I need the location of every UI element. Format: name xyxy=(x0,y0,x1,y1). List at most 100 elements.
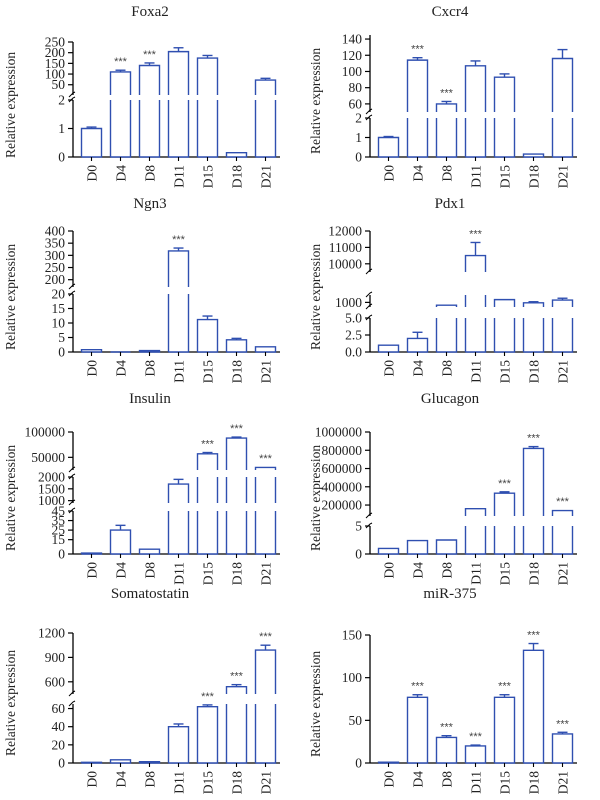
bar xyxy=(80,127,103,158)
axis-break-mark xyxy=(68,473,76,480)
y-tick-label: 50 xyxy=(349,713,363,728)
x-tick-label: D21 xyxy=(259,360,274,383)
y-tick-label: 35 xyxy=(52,513,66,528)
bar xyxy=(167,294,190,353)
significance-label: *** xyxy=(172,234,186,246)
bar xyxy=(254,477,277,503)
significance-label: *** xyxy=(498,478,512,490)
x-tick-label: D8 xyxy=(440,165,455,182)
significance-label: *** xyxy=(527,630,541,642)
y-tick-label: 0 xyxy=(58,345,65,360)
significance-label: *** xyxy=(143,49,157,61)
x-tick-label: D8 xyxy=(143,360,158,377)
bar xyxy=(196,318,219,353)
bar xyxy=(464,745,487,764)
axis-break-mark xyxy=(365,522,373,529)
y-tick-label: 800000 xyxy=(322,443,363,458)
y-tick-label: 5 xyxy=(355,519,362,534)
bar xyxy=(377,547,400,555)
bar xyxy=(138,100,161,158)
bar xyxy=(109,71,132,95)
y-tick-label: 2 xyxy=(58,93,65,108)
y-tick-label: 45 xyxy=(52,504,66,519)
bar xyxy=(464,65,487,112)
y-tick-label: 100 xyxy=(342,670,363,685)
x-tick-label: D0 xyxy=(382,562,397,579)
x-tick-label: D18 xyxy=(527,771,542,794)
bar xyxy=(109,100,132,158)
y-tick-label: 200 xyxy=(45,272,66,287)
bar xyxy=(522,447,545,516)
y-tick-label: 15 xyxy=(52,532,66,547)
x-tick-label: D18 xyxy=(527,165,542,188)
y-tick-label: 150 xyxy=(342,628,363,643)
bar xyxy=(138,760,161,764)
y-tick-label: 60 xyxy=(52,701,66,716)
bar xyxy=(80,348,103,353)
y-tick-label: 80 xyxy=(349,80,363,95)
x-tick-label: D0 xyxy=(382,360,397,377)
x-tick-label: D4 xyxy=(114,562,129,579)
x-tick-label: D4 xyxy=(114,771,129,788)
axis-break-mark xyxy=(68,96,76,103)
axis-break-mark xyxy=(68,290,76,297)
bar xyxy=(138,64,161,95)
x-tick-label: D21 xyxy=(259,562,274,585)
bar xyxy=(522,649,545,764)
y-tick-label: 25 xyxy=(52,523,66,538)
x-tick-label: D15 xyxy=(201,165,216,188)
x-tick-label: D11 xyxy=(172,360,187,383)
y-tick-label: 10 xyxy=(52,316,66,331)
x-tick-label: D18 xyxy=(230,771,245,794)
x-tick-label: D11 xyxy=(172,562,187,585)
y-tick-label: 100 xyxy=(342,64,363,79)
x-tick-label: D4 xyxy=(411,360,426,377)
x-tick-label: D21 xyxy=(259,165,274,188)
x-tick-label: D21 xyxy=(556,562,571,585)
x-tick-label: D15 xyxy=(498,360,513,383)
x-tick-label: D15 xyxy=(201,771,216,794)
y-tick-label: 11000 xyxy=(329,240,362,255)
x-tick-label: D8 xyxy=(440,360,455,377)
axis-break-mark xyxy=(365,291,373,298)
x-tick-label: D15 xyxy=(498,165,513,188)
significance-label: *** xyxy=(411,681,425,693)
x-tick-label: D18 xyxy=(230,360,245,383)
bar xyxy=(435,539,458,555)
bar xyxy=(254,649,277,694)
bar xyxy=(196,511,219,555)
y-tick-label: 40 xyxy=(52,719,66,734)
y-tick-label: 350 xyxy=(45,236,66,251)
x-tick-label: D15 xyxy=(498,562,513,585)
x-tick-label: D15 xyxy=(498,771,513,794)
chart-title: Insulin xyxy=(129,391,171,407)
x-tick-label: D11 xyxy=(469,360,484,383)
axis-break-mark xyxy=(365,108,373,115)
bar xyxy=(167,250,190,287)
x-tick-label: D18 xyxy=(527,360,542,383)
bar xyxy=(464,118,487,158)
y-tick-label: 2000 xyxy=(38,470,65,485)
x-tick-label: D0 xyxy=(382,165,397,182)
bar xyxy=(435,118,458,158)
x-tick-label: D8 xyxy=(440,771,455,788)
significance-label: *** xyxy=(259,453,273,465)
bar xyxy=(254,466,277,470)
y-tick-label: 1200 xyxy=(38,626,65,641)
x-tick-label: D18 xyxy=(230,165,245,188)
bar xyxy=(196,477,219,503)
bar xyxy=(254,79,277,95)
significance-label: *** xyxy=(556,496,570,508)
significance-label: *** xyxy=(230,423,244,435)
bar xyxy=(196,100,219,158)
significance-label: *** xyxy=(498,681,512,693)
y-tick-label: 100 xyxy=(45,67,66,82)
x-tick-label: D11 xyxy=(469,562,484,585)
y-tick-label: 200 xyxy=(45,45,66,60)
bar xyxy=(493,696,516,764)
y-tick-label: 300 xyxy=(45,248,66,263)
x-tick-label: D0 xyxy=(85,562,100,579)
bar xyxy=(167,511,190,555)
bar xyxy=(225,339,248,353)
